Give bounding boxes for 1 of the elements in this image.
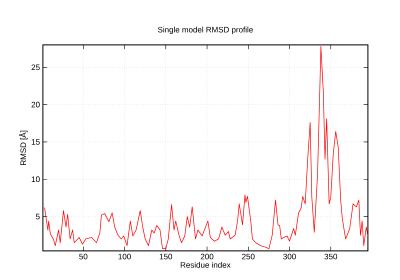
line-series bbox=[44, 46, 368, 249]
